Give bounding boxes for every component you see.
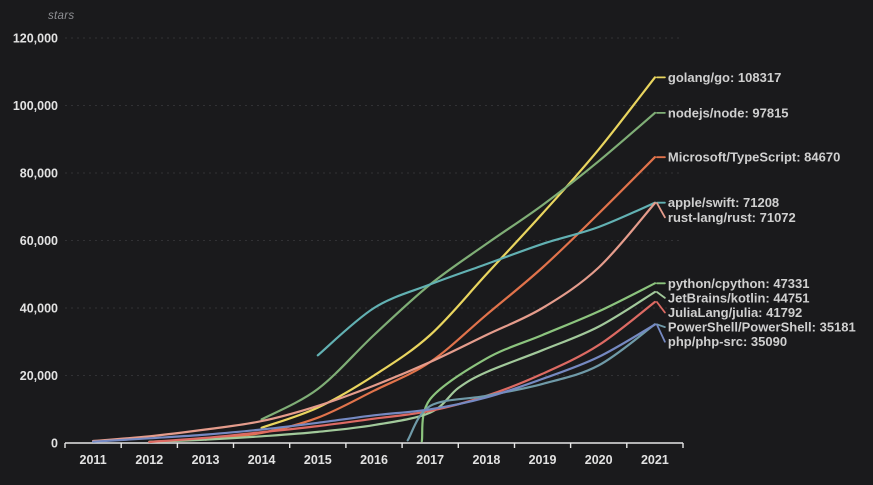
series-leader-julialang-julia <box>656 301 666 314</box>
series-label-jetbrains-kotlin: JetBrains/kotlin: 44751 <box>668 290 810 305</box>
series-label-golang-go: golang/go: 108317 <box>668 70 781 85</box>
x-tick-label: 2019 <box>529 453 557 467</box>
series-label-rust-lang-rust: rust-lang/rust: 71072 <box>668 210 796 225</box>
y-tick-label: 120,000 <box>13 32 58 46</box>
series-leader-php-php-src <box>656 323 666 343</box>
series-label-powershell-powershell: PowerShell/PowerShell: 35181 <box>668 320 856 335</box>
series-line-rust-lang-rust[interactable] <box>92 202 656 443</box>
series-line-apple-swift[interactable] <box>316 201 656 357</box>
y-tick-label: 80,000 <box>20 167 58 181</box>
y-tick-label: 40,000 <box>20 302 58 316</box>
y-tick-label: 0 <box>51 437 58 451</box>
series-label-microsoft-typescript: Microsoft/TypeScript: 84670 <box>668 150 840 165</box>
x-tick-label: 2012 <box>135 453 163 467</box>
series-leader-jetbrains-kotlin <box>656 291 666 299</box>
series-line-powershell-powershell[interactable] <box>406 323 656 442</box>
x-tick-label: 2015 <box>304 453 332 467</box>
series-label-apple-swift: apple/swift: 71208 <box>668 195 779 210</box>
series-line-jetbrains-kotlin[interactable] <box>148 290 656 443</box>
x-tick-label: 2018 <box>472 453 500 467</box>
series-leader-powershell-powershell <box>656 323 666 329</box>
series-line-python-cpython[interactable] <box>420 282 656 443</box>
series-label-php-php-src: php/php-src: 35090 <box>668 334 787 349</box>
series-line-nodejs-node[interactable] <box>260 111 656 421</box>
x-tick-label: 2013 <box>192 453 220 467</box>
x-tick-label: 2020 <box>585 453 613 467</box>
y-tick-label: 100,000 <box>13 99 58 113</box>
y-tick-label: 60,000 <box>20 234 58 248</box>
x-tick-label: 2021 <box>641 453 669 467</box>
series-label-python-cpython: python/cpython: 47331 <box>668 276 810 291</box>
y-axis-title: stars <box>48 10 75 22</box>
y-tick-label: 20,000 <box>20 369 58 383</box>
series-label-nodejs-node: nodejs/node: 97815 <box>668 105 789 120</box>
series-line-microsoft-typescript[interactable] <box>204 156 656 441</box>
x-tick-label: 2016 <box>360 453 388 467</box>
x-tick-label: 2014 <box>248 453 276 467</box>
series-leader-rust-lang-rust <box>656 202 666 219</box>
series-line-julialang-julia[interactable] <box>148 300 656 444</box>
x-tick-label: 2017 <box>416 453 444 467</box>
series-label-julialang-julia: JuliaLang/julia: 41792 <box>668 305 802 320</box>
x-tick-label: 2011 <box>80 453 107 467</box>
series-line-php-php-src[interactable] <box>92 323 656 443</box>
